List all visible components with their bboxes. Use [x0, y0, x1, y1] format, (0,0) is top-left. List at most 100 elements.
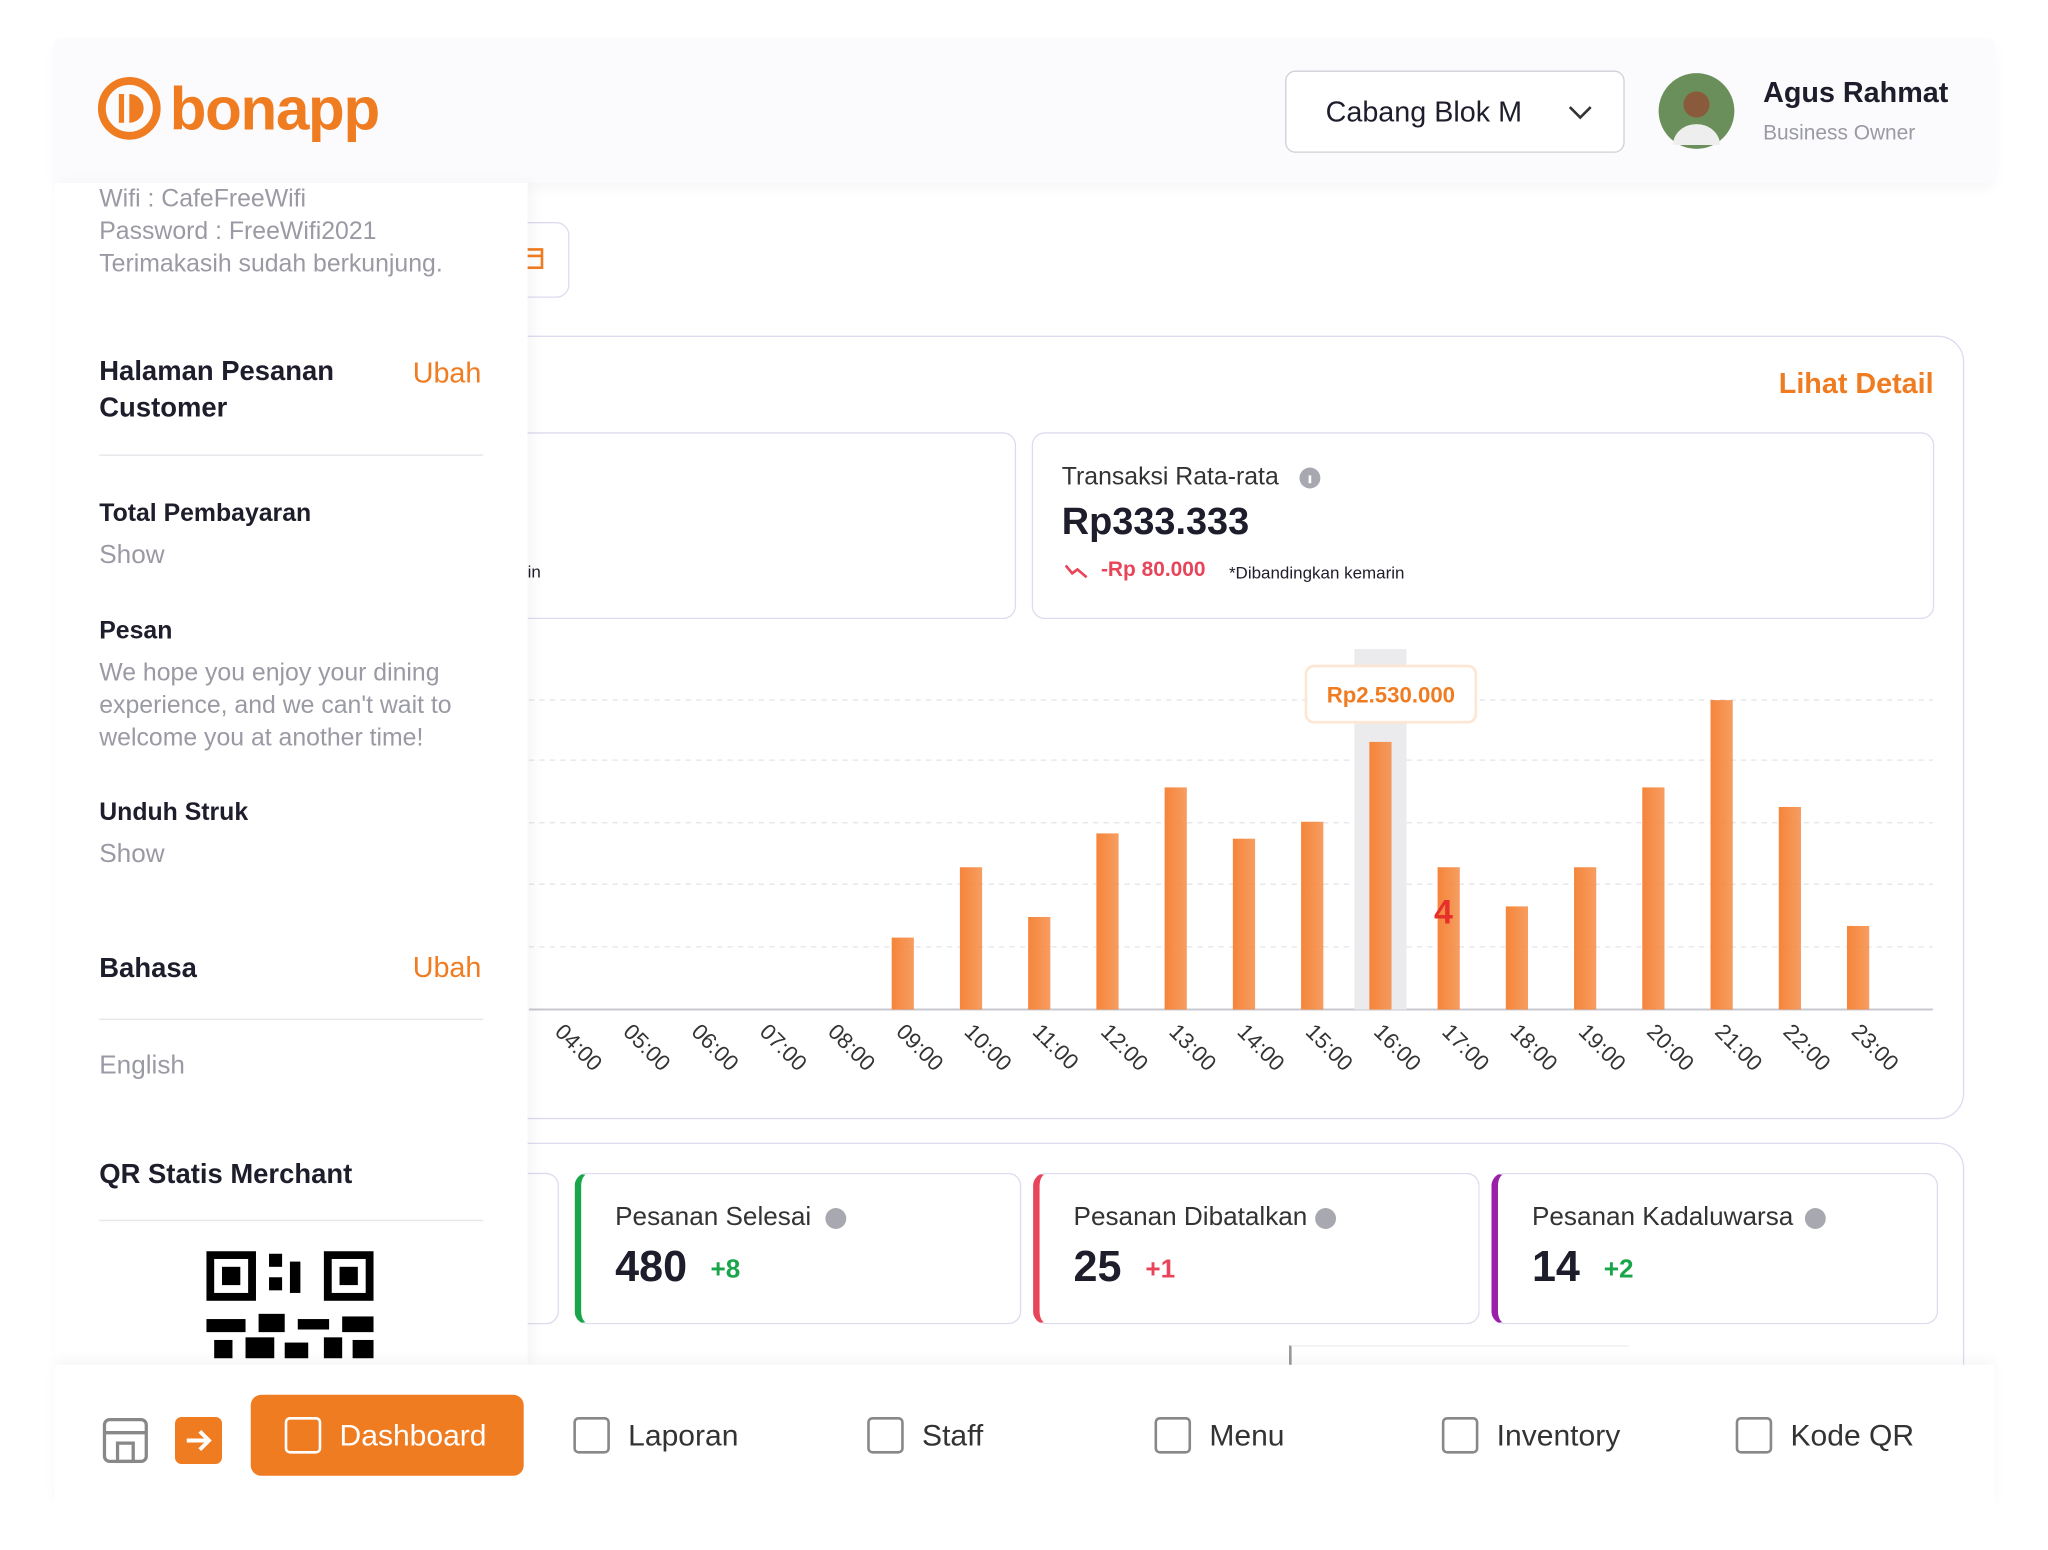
receipt-line: Password : FreeWifi2021	[99, 218, 377, 246]
x-tick-label: 14:00	[1233, 1019, 1290, 1076]
language-value: English	[99, 1051, 185, 1081]
x-tick-label: 17:00	[1437, 1019, 1494, 1076]
x-tick-label: 20:00	[1642, 1019, 1699, 1076]
nav-icon	[1154, 1417, 1192, 1454]
bar	[959, 867, 983, 1010]
order-stat-card: Pesanan Selesai 480 +8	[574, 1172, 1022, 1325]
order-stat-change: +2	[1603, 1255, 1634, 1284]
average-value: Rp333.333	[1061, 501, 1250, 544]
store-icon[interactable]	[102, 1417, 149, 1464]
nav-label: Inventory	[1496, 1417, 1621, 1452]
nav-icon-shape	[1735, 1417, 1773, 1454]
bar	[1642, 787, 1665, 1010]
x-tick-label: 21:00	[1710, 1019, 1767, 1076]
order-stat-card: Pesanan Dibatalkan 25 +1	[1033, 1172, 1480, 1325]
nav-label: Staff	[922, 1417, 984, 1452]
setting-value: Show	[99, 540, 165, 570]
x-tick-label: 05:00	[618, 1019, 675, 1076]
order-stat-label: Pesanan Selesai	[615, 1202, 812, 1232]
info-icon	[1315, 1208, 1337, 1229]
order-stat-label: Pesanan Dibatalkan	[1073, 1202, 1308, 1232]
x-tick-label: 10:00	[960, 1019, 1017, 1076]
setting-value: Show	[99, 839, 165, 869]
bar	[1301, 821, 1324, 1010]
x-tick-label: 08:00	[823, 1019, 880, 1076]
x-tick-label: 23:00	[1847, 1019, 1904, 1076]
bar	[1232, 838, 1256, 1010]
nav-label: Laporan	[628, 1417, 739, 1452]
average-label: Transaksi Rata-rata	[1061, 463, 1279, 492]
expand-icon[interactable]	[175, 1417, 223, 1465]
average-card: Transaksi Rata-rata Rp333.333 -Rp 80.000…	[1031, 432, 1935, 620]
x-tick-label: 18:00	[1506, 1019, 1563, 1076]
x-tick-label: 22:00	[1779, 1019, 1836, 1076]
nav-icon	[1441, 1417, 1479, 1454]
section-title: Halaman Pesanan Customer	[99, 356, 335, 424]
divider	[99, 454, 484, 456]
user-role: Business Owner	[1763, 122, 1916, 145]
edit-link[interactable]: Ubah	[412, 950, 482, 984]
nav-item[interactable]: Kode QR	[1733, 1395, 1914, 1476]
bottom-nav: Dashboard Laporan Staff Menu Inventory Kode Q…	[54, 1364, 1995, 1509]
qr-code	[206, 1251, 374, 1359]
order-stat-change: +1	[1145, 1255, 1176, 1284]
bar	[1369, 741, 1392, 1010]
bar	[1574, 867, 1597, 1010]
nav-icon-shape	[867, 1417, 904, 1454]
nav-icon-shape	[284, 1417, 322, 1454]
nav-item[interactable]: Dashboard	[250, 1394, 524, 1476]
order-stat-value: 25	[1073, 1242, 1122, 1291]
receipt-line: Wifi : CafeFreeWifi	[99, 185, 307, 213]
nav-label: Kode QR	[1790, 1417, 1915, 1452]
average-note: *Dibandingkan kemarin	[1228, 562, 1405, 583]
edit-link[interactable]: Ubah	[412, 356, 482, 390]
bar	[1778, 806, 1801, 1010]
dropdown-partial	[1289, 1345, 1629, 1368]
nav-icon	[867, 1417, 904, 1454]
logo-text: bonapp	[169, 74, 380, 143]
bar	[1847, 925, 1870, 1010]
nav-icon	[1735, 1417, 1773, 1454]
trend-down-icon	[1064, 564, 1088, 579]
detail-link[interactable]: Lihat Detail	[1778, 366, 1934, 400]
x-tick-label: 04:00	[550, 1019, 607, 1076]
nav-label: Dashboard	[339, 1417, 487, 1452]
average-change: -Rp 80.000	[1100, 558, 1206, 582]
nav-item[interactable]: Staff	[865, 1395, 984, 1476]
bar	[891, 937, 914, 1010]
x-tick-label: 09:00	[891, 1019, 948, 1076]
nav-item[interactable]: Menu	[1152, 1395, 1285, 1476]
info-dot	[825, 1208, 847, 1229]
bar	[1505, 906, 1529, 1010]
info-icon	[1804, 1208, 1826, 1229]
header: bonapp Cabang Blok M Agus Rahmat Busines…	[54, 39, 1995, 183]
receipt-settings-panel: Wifi : CafeFreeWifi Password : FreeWifi20…	[54, 182, 528, 1365]
x-tick-label: 13:00	[1164, 1019, 1221, 1076]
divider	[99, 1018, 484, 1020]
section-title: Bahasa	[99, 953, 197, 984]
bar	[1710, 700, 1733, 1010]
x-tick-label: 19:00	[1574, 1019, 1631, 1076]
order-stat-card: Pesanan Kadaluwarsa 14 +2	[1491, 1172, 1939, 1325]
nav-icon-shape	[1441, 1417, 1479, 1454]
branch-select[interactable]: Cabang Blok M	[1285, 70, 1625, 153]
info-dot	[1804, 1208, 1826, 1229]
avatar[interactable]	[1657, 72, 1735, 150]
order-stat-label: Pesanan Kadaluwarsa	[1531, 1202, 1794, 1232]
x-tick-label: 11:00	[1028, 1019, 1084, 1075]
nav-icon-shape	[573, 1417, 610, 1454]
order-stat-change-row: +2	[1599, 1255, 1634, 1285]
user-name: Agus Rahmat	[1763, 75, 1949, 109]
bar	[1096, 833, 1119, 1010]
nav-icon	[284, 1417, 322, 1454]
receipt-preview: Wifi : CafeFreeWifi Password : FreeWifi20…	[99, 183, 442, 281]
x-tick-label: 07:00	[755, 1019, 812, 1076]
x-tick-label: 06:00	[687, 1019, 744, 1076]
section-title: QR Statis Merchant	[99, 1159, 353, 1190]
nav-item[interactable]: Inventory	[1439, 1395, 1620, 1476]
order-stat-change-row: +1	[1140, 1255, 1175, 1285]
nav-item[interactable]: Laporan	[571, 1395, 739, 1476]
stat-card: in	[430, 432, 1017, 620]
